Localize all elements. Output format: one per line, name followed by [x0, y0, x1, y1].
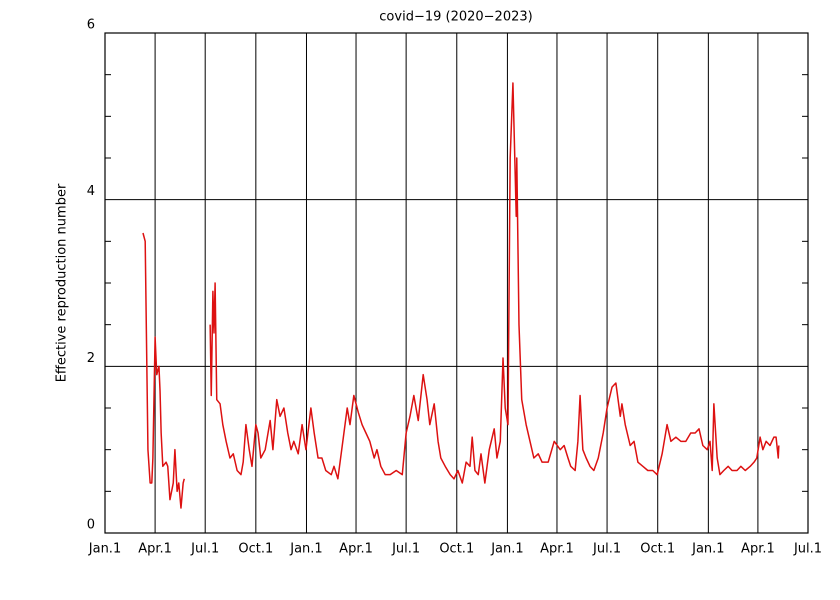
chart-title: covid−19 (2020−2023)	[379, 10, 532, 25]
x-tick-label: Jan.1	[289, 542, 322, 557]
y-axis-label: Effective reproduction number	[55, 183, 70, 382]
x-tick-label: Jul.1	[391, 542, 420, 557]
x-tick-label: Apr.1	[741, 542, 775, 557]
x-tick-label: Jan.1	[490, 542, 523, 557]
x-tick-label: Apr.1	[540, 542, 574, 557]
x-tick-label: Apr.1	[138, 542, 172, 557]
y-tick-label: 2	[87, 351, 95, 366]
x-tick-label: Jul.1	[793, 542, 822, 557]
data-line	[142, 82, 780, 509]
x-tick-label: Jan.1	[691, 542, 724, 557]
x-tick-label: Oct.1	[439, 542, 474, 557]
x-tick-label: Apr.1	[339, 542, 373, 557]
x-tick-label: Oct.1	[640, 542, 675, 557]
x-tick-label: Jul.1	[190, 542, 219, 557]
x-tick-label: Jul.1	[592, 542, 621, 557]
y-tick-label: 4	[87, 184, 95, 199]
x-tick-label: Jan.1	[88, 542, 121, 557]
y-tick-label: 0	[87, 518, 95, 533]
x-tick-label: Oct.1	[238, 542, 273, 557]
y-tick-label: 6	[87, 18, 95, 33]
